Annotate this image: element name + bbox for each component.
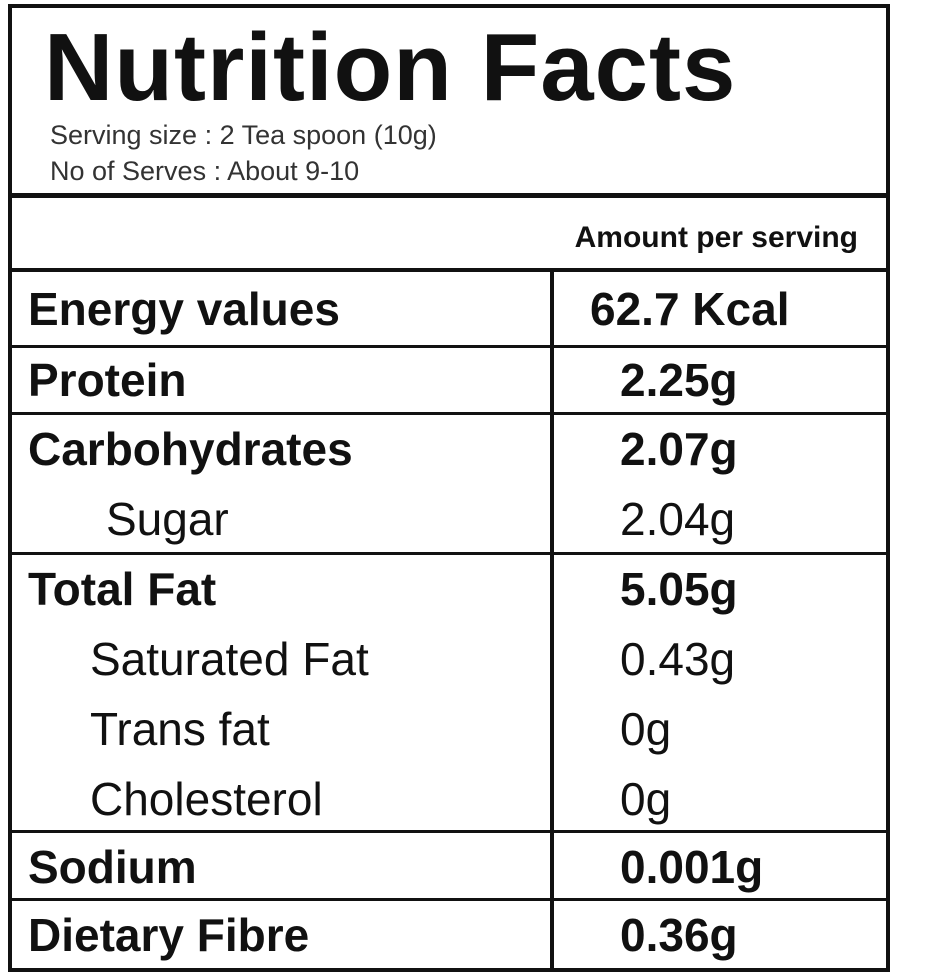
column-header: Amount per serving bbox=[574, 221, 858, 254]
row-value: 0.001g bbox=[620, 841, 764, 893]
row-label: Carbohydrates bbox=[28, 423, 353, 475]
row-value: 0g bbox=[620, 703, 672, 755]
row-value: 0g bbox=[620, 773, 672, 825]
row-label: Protein bbox=[28, 354, 187, 406]
label-box: Nutrition Facts Serving size : 2 Tea spo… bbox=[8, 4, 890, 972]
divider bbox=[12, 345, 886, 348]
title: Nutrition Facts bbox=[44, 14, 737, 121]
divider bbox=[12, 830, 886, 833]
row-value: 0.43g bbox=[620, 633, 736, 685]
servings: No of Serves : About 9-10 bbox=[50, 156, 360, 186]
row-value: 0.36g bbox=[620, 909, 738, 961]
row-value: 2.04g bbox=[620, 493, 736, 545]
row-label: Sugar bbox=[106, 493, 229, 545]
row-label: Cholesterol bbox=[90, 773, 323, 825]
row-label: Sodium bbox=[28, 841, 197, 893]
divider bbox=[12, 412, 886, 415]
row-label: Dietary Fibre bbox=[28, 909, 310, 961]
row-label: Energy values bbox=[28, 283, 340, 335]
divider bbox=[12, 193, 886, 198]
divider bbox=[12, 552, 886, 555]
divider bbox=[12, 898, 886, 901]
row-label: Trans fat bbox=[90, 703, 270, 755]
row-value: 62.7 Kcal bbox=[590, 283, 790, 335]
row-label: Saturated Fat bbox=[90, 633, 369, 685]
divider bbox=[12, 268, 886, 272]
serving-size: Serving size : 2 Tea spoon (10g) bbox=[50, 120, 437, 150]
row-label: Total Fat bbox=[28, 563, 217, 615]
row-value: 2.07g bbox=[620, 423, 738, 475]
row-value: 5.05g bbox=[620, 563, 738, 615]
row-value: 2.25g bbox=[620, 354, 738, 406]
column-divider bbox=[550, 270, 554, 968]
